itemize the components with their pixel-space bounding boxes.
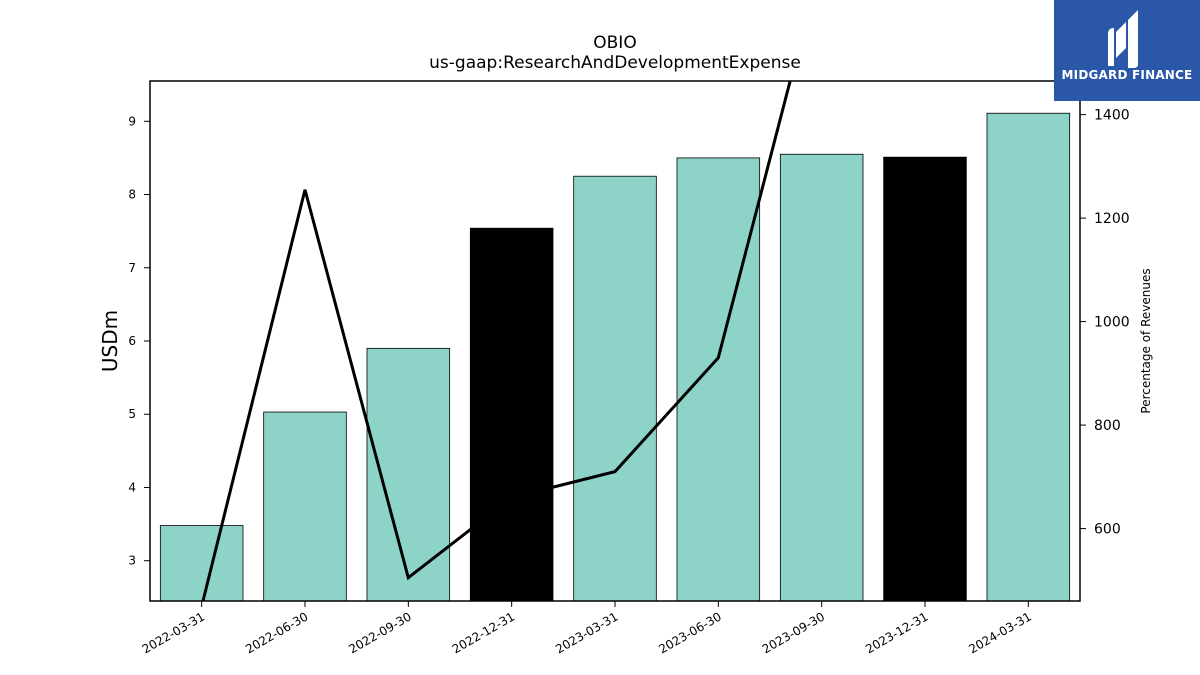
bar-2023-09-30 <box>779 153 864 601</box>
y-axis-label: USDm <box>98 310 122 372</box>
x-tick-label: 2022-12-31 <box>450 609 517 656</box>
y-tick-label: 6 <box>128 334 136 348</box>
percentage-line <box>201 81 792 601</box>
y-tick-label: 5 <box>128 407 136 421</box>
y2-axis-label: Percentage of Revenues <box>1139 268 1153 413</box>
y-tick-label: 9 <box>128 114 136 128</box>
y-tick-label: 8 <box>128 188 136 202</box>
bar-2023-12-31 <box>883 156 967 601</box>
x-tick-label: 2022-03-31 <box>140 609 207 656</box>
x-tick-label: 2022-09-30 <box>346 609 413 656</box>
y-tick-label: 3 <box>128 554 136 568</box>
x-tick-label: 2023-03-31 <box>553 609 620 656</box>
bar-2022-06-30 <box>263 411 347 601</box>
y2-tick-label: 1000 <box>1094 315 1130 331</box>
y2-tick-label: 600 <box>1094 522 1121 538</box>
brand-logo: MIDGARD FINANCE <box>1054 0 1200 101</box>
x-tick-label: 2023-09-30 <box>760 609 827 656</box>
bar-2022-12-31 <box>469 227 554 601</box>
x-tick-label: 2022-06-30 <box>243 609 310 656</box>
logo-text: MIDGARD FINANCE <box>1061 68 1193 82</box>
x-tick-label: 2023-06-30 <box>656 609 723 656</box>
y2-tick-label: 800 <box>1094 418 1121 434</box>
x-tick-label: 2023-12-31 <box>863 609 930 656</box>
y-tick-label: 7 <box>128 261 136 275</box>
chart-subtitle: us-gaap:ResearchAndDevelopmentExpense <box>429 53 801 73</box>
x-tick-label: 2024-03-31 <box>966 609 1033 656</box>
logo-mark-icon <box>1108 10 1138 68</box>
y2-tick-label: 1400 <box>1094 108 1130 124</box>
chart-title: OBIO <box>593 33 636 53</box>
bar-2024-03-31 <box>986 112 1071 601</box>
bar-2022-03-31 <box>159 525 244 601</box>
bar-2023-06-30 <box>676 157 761 601</box>
y2-tick-label: 1200 <box>1094 211 1130 227</box>
y-tick-label: 4 <box>128 480 136 494</box>
bar-2023-03-31 <box>573 175 657 601</box>
